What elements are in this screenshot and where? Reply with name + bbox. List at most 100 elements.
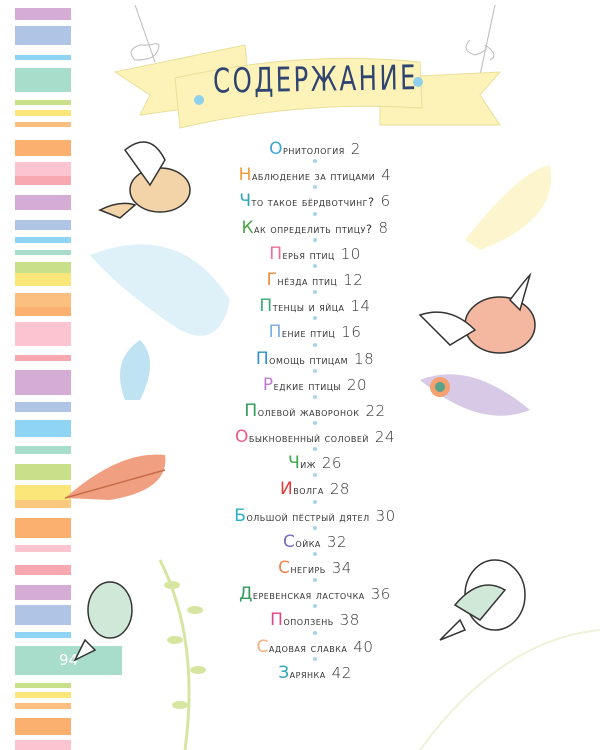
toc-entry[interactable]: Редкие птицы 20 [150,368,480,398]
stripe [15,220,71,230]
entry-initial: П [269,243,283,264]
bird-illustration [98,141,191,219]
stripe [15,370,71,395]
entry-initial: И [280,479,294,500]
entry-title: оползень [283,614,334,629]
stripe [15,464,71,480]
stripe [15,518,71,538]
toc-entry[interactable]: Пение птиц 16 [150,316,480,345]
separator-dot [313,368,317,373]
toc-entry[interactable]: Полевой жаворонок 22 [150,394,480,424]
toc-entry[interactable]: Чиж 26 [150,447,480,476]
stripe [15,420,71,437]
stripe [15,262,71,273]
toc-entry[interactable]: Зарянка 42 [150,656,480,686]
toc-entry[interactable]: Сойка 32 [150,525,480,555]
entry-initial: С [283,531,296,552]
entry-initial: Д [239,584,253,605]
entry-initial: П [255,348,270,369]
toc-entry[interactable]: Помощь птицам 18 [150,342,480,372]
bird-illustration [439,559,526,641]
stripe [15,68,71,92]
toc-entry[interactable]: Деревенская ласточка 36 [150,578,480,607]
entry-page: 18 [354,349,375,368]
entry-title: то такое бёрдвотчинг? [251,195,375,210]
banner-dot-left [194,95,204,105]
entry-title: адовая славка [268,640,348,655]
separator-dot [313,525,317,530]
entry-title: рнитология [283,143,345,157]
separator-dot [313,552,317,556]
separator-dot [313,578,317,583]
stripe [15,585,71,600]
stripe [15,293,71,307]
separator-dot [313,630,317,635]
stripe [15,322,71,346]
entry-page: 26 [321,454,342,473]
bird-illustration [418,272,536,354]
entry-title: ойка [295,535,321,550]
entry-title: волга [293,483,324,498]
stripe [15,565,71,575]
stripe [15,605,71,625]
separator-dot [313,656,317,661]
stripe [15,703,71,709]
entry-page: 8 [378,218,389,237]
entry-title: иж [300,457,316,472]
entry-page: 10 [340,244,361,263]
entry-page: 24 [374,428,396,447]
toc-entry[interactable]: Птенцы и яйца 14 [150,290,480,319]
entry-title: еревенская ласточка [252,588,365,603]
toc-entry[interactable]: Садовая славка 40 [150,630,480,660]
toc-entry[interactable]: Как определить птицу? 8 [150,211,480,241]
separator-dot [313,211,317,216]
stripe [15,632,71,638]
entry-initial: Р [262,374,274,395]
feather-icon [65,454,166,500]
toc-entry[interactable]: Большой пёстрый дятел 30 [150,499,480,529]
entry-initial: П [268,322,282,343]
separator-dot [313,394,317,399]
separator-dot [313,185,317,190]
stripe [15,195,71,210]
toc-entry[interactable]: Наблюдение за птицами 4 [150,159,480,188]
entry-title: омощь птицам [269,352,349,367]
separator-dot [313,159,317,164]
entry-title: ак определить птицу? [254,221,373,236]
entry-page: 16 [341,323,362,342]
entry-page: 6 [380,192,391,211]
toc-entry[interactable]: Снегирь 34 [150,552,480,581]
separator-dot [313,290,317,295]
stripe [15,110,71,116]
toc-entry[interactable]: Иволга 28 [150,473,480,502]
toc-entry[interactable]: Поползень 38 [150,604,480,633]
entry-page: 36 [370,585,391,604]
entry-title: тенцы и яйца [272,300,345,315]
entry-initial: С [256,636,269,657]
entry-page: 34 [331,559,352,577]
feather-icon [90,244,230,336]
entry-page: 4 [381,166,392,185]
page-title: СОДЕРЖАНИЕ [212,58,419,102]
entry-page: 12 [343,270,364,289]
stripe [15,140,71,156]
separator-dot [313,263,317,268]
entry-page: 2 [350,140,361,158]
stripe [15,26,71,45]
toc-entry[interactable]: Обыкновенный соловей 24 [150,421,480,450]
entry-title: аблюдение за птицами [251,169,376,184]
entry-title: быкновенный соловей [248,431,369,446]
entry-title: олевой жаворонок [257,404,360,419]
toc-entry[interactable]: Перья птиц 10 [150,237,480,267]
table-of-contents: Орнитология 2 Наблюдение за птицами 4 Что та… [150,136,480,686]
stripe [15,718,71,735]
entry-initial: С [278,558,291,578]
separator-dot [313,447,317,452]
entry-title: едкие птицы [273,378,341,393]
toc-entry[interactable]: Что такое бёрдвотчинг? 6 [150,185,480,214]
entry-initial: Г [266,269,278,290]
toc-entry[interactable]: Гнёзда птиц 12 [150,263,480,293]
entry-initial: П [259,296,273,317]
toc-entry[interactable]: Орнитология 2 [150,136,480,162]
decorative-stripes [0,0,130,750]
